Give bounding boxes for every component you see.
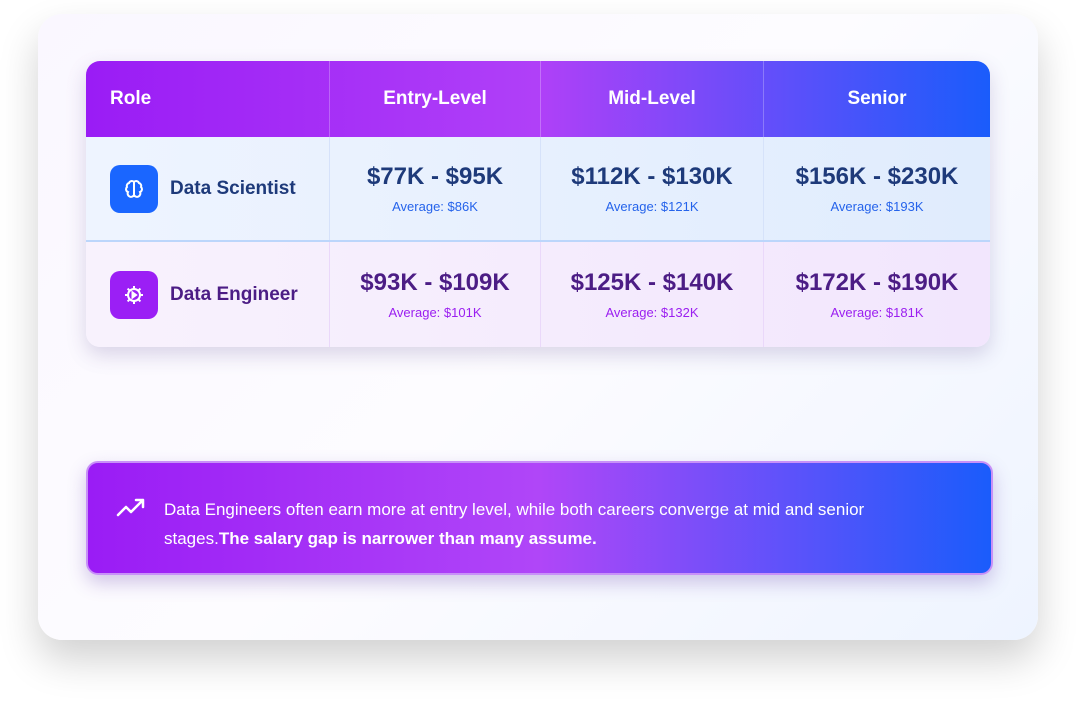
- role-name: Data Engineer: [170, 283, 298, 305]
- header-role: Role: [86, 61, 330, 137]
- salary-average: Average: $181K: [830, 305, 924, 320]
- callout-text: Data Engineers often earn more at entry …: [164, 500, 865, 548]
- salary-average: Average: $132K: [605, 305, 699, 320]
- brain-icon: [110, 164, 158, 213]
- salary-average: Average: $101K: [388, 305, 482, 320]
- salary-range: $172K - $190K: [795, 269, 959, 296]
- callout-bold-text: The salary gap is narrower than many ass…: [218, 529, 597, 548]
- salary-average: Average: $121K: [605, 199, 699, 214]
- salary-range: $77K - $95K: [366, 163, 504, 190]
- header-mid: Mid-Level: [541, 61, 764, 137]
- table-row: Data Engineer $93K - $109K Average: $101K…: [86, 242, 990, 347]
- salary-range: $125K - $140K: [570, 269, 734, 296]
- header-entry: Entry-Level: [330, 61, 541, 137]
- insight-callout: Data Engineers often earn more at entry …: [86, 461, 993, 575]
- trending-up-icon: [116, 498, 145, 517]
- role-name: Data Scientist: [170, 177, 296, 199]
- table-row: Data Scientist $77K - $95K Average: $86K …: [86, 137, 990, 242]
- salary-range: $156K - $230K: [795, 163, 959, 190]
- salary-table: Role Entry-Level Mid-Level Senior Data S…: [86, 61, 990, 347]
- table-header: Role Entry-Level Mid-Level Senior: [86, 61, 990, 137]
- salary-average: Average: $193K: [830, 199, 924, 214]
- salary-range: $93K - $109K: [360, 269, 510, 296]
- gear-icon: [110, 270, 158, 319]
- salary-range: $112K - $130K: [571, 163, 733, 190]
- salary-average: Average: $86K: [392, 199, 478, 214]
- header-senior: Senior: [847, 88, 907, 109]
